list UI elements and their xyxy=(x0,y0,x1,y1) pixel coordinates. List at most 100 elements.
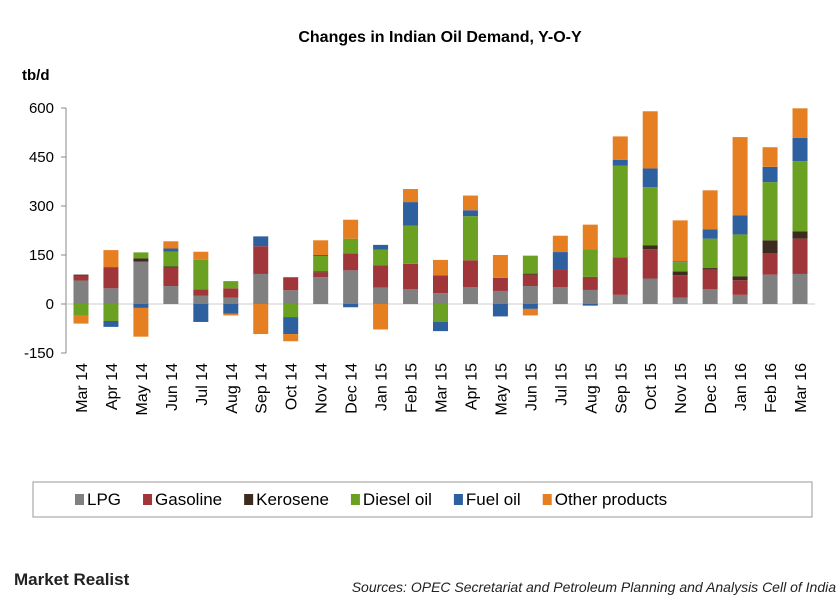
bar-segment xyxy=(642,187,658,246)
bar-segment xyxy=(313,277,329,304)
bar-segment xyxy=(582,276,598,290)
bar-segment xyxy=(732,276,748,281)
bar-segment xyxy=(792,108,808,138)
legend-swatch xyxy=(350,494,360,505)
bar-segment xyxy=(253,246,269,274)
bar-segment xyxy=(792,231,808,239)
x-tick-label: Aug 15 xyxy=(583,363,600,414)
y-tick-label: 450 xyxy=(29,149,54,166)
x-tick-label: Jan 15 xyxy=(374,363,391,411)
bar-segment xyxy=(433,275,448,294)
bar-segment xyxy=(373,287,389,304)
bar-segment xyxy=(762,166,778,183)
bar-segment xyxy=(133,261,149,304)
bar-segment xyxy=(762,240,778,254)
x-tick-label: Mar 15 xyxy=(434,363,451,413)
bar-segment xyxy=(702,289,718,304)
legend-swatch xyxy=(542,494,552,505)
y-tick-label: 150 xyxy=(29,247,54,264)
bar-segment xyxy=(313,272,329,278)
bar-segment xyxy=(552,252,568,270)
bar-segment xyxy=(373,249,389,266)
bar-segment xyxy=(223,281,239,289)
bar-segment xyxy=(492,255,508,278)
bar-segment xyxy=(103,288,119,304)
legend-swatch xyxy=(453,494,463,505)
bar-segment xyxy=(193,259,209,290)
bar-segment xyxy=(283,277,299,291)
bar-segment xyxy=(133,307,149,337)
bar-segment xyxy=(522,255,538,274)
bar-segment xyxy=(732,280,748,295)
bar-segment xyxy=(612,159,628,166)
bar-segment xyxy=(73,304,89,316)
bar-segment xyxy=(283,334,299,342)
bar-segment xyxy=(672,262,688,272)
x-tick-label: Apr 15 xyxy=(463,363,480,410)
bar-segment xyxy=(702,190,718,230)
bar-segment xyxy=(403,289,419,304)
bar-segment xyxy=(433,259,448,276)
bar-segment xyxy=(313,240,329,255)
bar-segment xyxy=(133,252,149,259)
bar-segment xyxy=(283,317,299,335)
y-tick-label: -150 xyxy=(24,345,54,362)
bar-segment xyxy=(522,304,538,309)
x-tick-label: Jun 14 xyxy=(164,363,181,411)
bar-segment xyxy=(612,257,628,295)
bar-segment xyxy=(762,182,778,241)
bar-segment xyxy=(193,251,209,260)
bar-segment xyxy=(313,255,329,256)
bar-segment xyxy=(792,137,808,162)
bar-segment xyxy=(433,293,448,304)
bar-segment xyxy=(223,288,239,298)
legend-swatch xyxy=(143,494,153,505)
bar-segment xyxy=(762,253,778,275)
bar-segment xyxy=(103,304,119,321)
bar-segment xyxy=(522,286,538,304)
bar-segment xyxy=(73,315,89,324)
bar-segment xyxy=(702,268,718,270)
x-tick-label: Apr 14 xyxy=(104,363,121,410)
bar-segment xyxy=(462,195,478,211)
bar-segment xyxy=(433,304,448,322)
bar-segment xyxy=(582,249,598,277)
bar-segment xyxy=(313,271,329,273)
bar-segment xyxy=(163,286,179,304)
x-tick-label: Oct 14 xyxy=(284,363,301,410)
y-tick-label: 600 xyxy=(29,100,54,117)
bar-segment xyxy=(462,210,478,217)
bar-segment xyxy=(642,245,658,250)
legend-box xyxy=(32,481,813,518)
bar-segment xyxy=(253,273,269,304)
legend-label: Other products xyxy=(555,490,667,509)
bar-segment xyxy=(612,294,628,304)
bar-segment xyxy=(762,274,778,304)
bar-segment xyxy=(492,277,508,291)
bar-segment xyxy=(552,235,568,253)
brand: Market Realist xyxy=(14,570,130,589)
bar-segment xyxy=(642,111,658,169)
bar-segment xyxy=(403,202,419,226)
bar-segment xyxy=(73,274,89,276)
x-tick-label: Jul 14 xyxy=(194,363,211,406)
bar-segment xyxy=(762,147,778,167)
x-tick-label: Sep 15 xyxy=(613,363,630,414)
bar-segment xyxy=(672,261,688,263)
x-tick-label: Dec 14 xyxy=(344,363,361,414)
x-tick-label: Sep 14 xyxy=(254,363,271,414)
bar-segment xyxy=(373,265,389,288)
bar-segment xyxy=(582,224,598,250)
legend-label: Diesel oil xyxy=(363,490,432,509)
bar-segment xyxy=(462,216,478,261)
bar-segment xyxy=(522,273,538,275)
x-tick-label: Feb 15 xyxy=(404,363,421,413)
bar-segment xyxy=(612,165,628,258)
bar-segment xyxy=(522,274,538,287)
bar-segment xyxy=(163,251,179,267)
bar-segment xyxy=(642,278,658,304)
bar-segment xyxy=(163,248,179,252)
source-note: Sources: OPEC Secretariat and Petroleum … xyxy=(352,579,837,595)
bar-segment xyxy=(672,271,688,276)
bar-segment xyxy=(672,275,688,298)
